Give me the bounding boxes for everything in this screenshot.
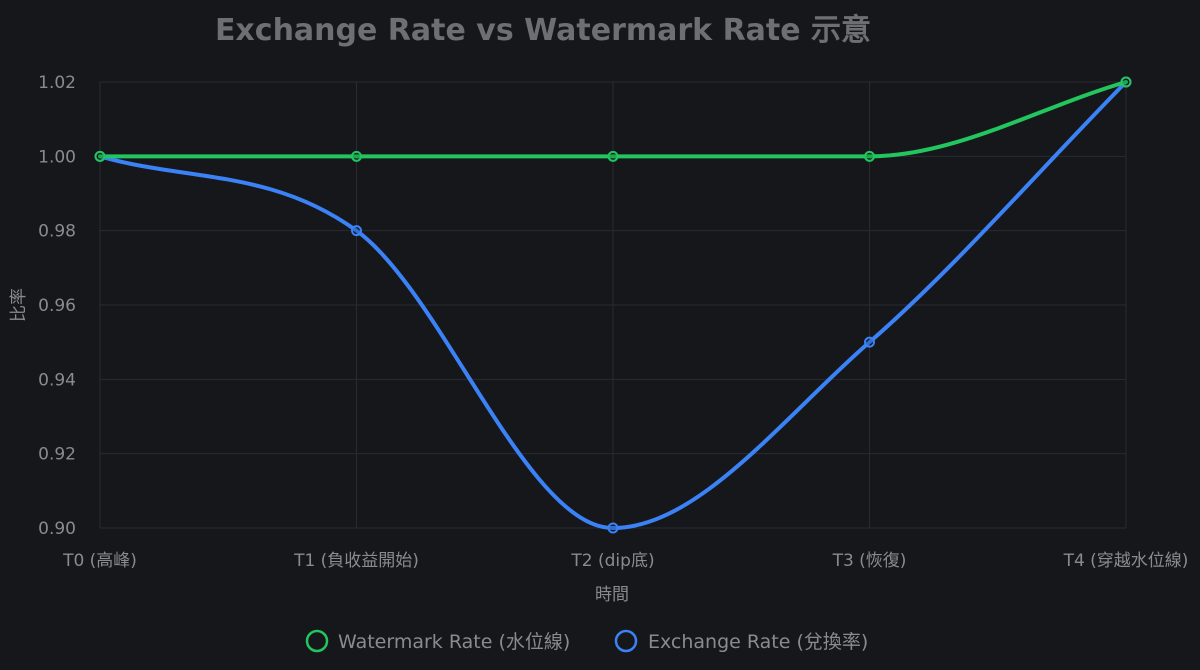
series-line — [98, 80, 1128, 530]
y-tick-label: 0.92 — [38, 445, 76, 465]
data-point[interactable] — [94, 150, 106, 162]
data-point[interactable] — [607, 150, 619, 162]
series-exchange-rate — [94, 76, 1132, 534]
chart-title: Exchange Rate vs Watermark Rate 示意 — [215, 13, 871, 48]
y-tick-label: 0.96 — [38, 296, 76, 316]
data-point[interactable] — [864, 150, 875, 162]
series-watermark-rate — [94, 76, 1132, 162]
legend-label: Exchange Rate (兌換率) — [648, 631, 868, 653]
grid — [99, 81, 1127, 529]
legend-label: Watermark Rate (水位線) — [338, 631, 570, 653]
data-point[interactable] — [1120, 76, 1132, 88]
x-tick-label: T3 (恢復) — [832, 551, 907, 571]
series-line — [98, 80, 1128, 159]
legend-item[interactable]: Exchange Rate (兌換率) — [614, 629, 868, 653]
data-point[interactable] — [351, 150, 362, 162]
legend-marker — [614, 629, 638, 653]
y-axis-title: 比率 — [9, 288, 29, 322]
x-tick-label: T4 (穿越水位線) — [1063, 551, 1189, 571]
x-axis-title: 時間 — [595, 585, 629, 605]
legend-item[interactable]: Watermark Rate (水位線) — [305, 629, 570, 653]
legend-marker — [305, 629, 329, 653]
y-tick-label: 0.98 — [38, 222, 76, 242]
x-axis-ticks: T0 (高峰) T1 (負收益開始) T2 (dip底) T3 (恢復) T4 (穿越水… — [62, 551, 1188, 571]
y-tick-label: 0.94 — [38, 370, 76, 390]
y-tick-label: 1.02 — [38, 73, 76, 93]
legend: Watermark Rate (水位線) Exchange Rate (兌換率) — [305, 629, 868, 653]
data-point[interactable] — [351, 225, 362, 237]
y-axis-ticks: 0.90 0.92 0.94 0.96 0.98 1.00 1.02 — [38, 73, 76, 539]
y-tick-label: 0.90 — [38, 519, 76, 539]
x-tick-label: T1 (負收益開始) — [293, 551, 419, 571]
data-point[interactable] — [864, 336, 875, 348]
x-tick-label: T2 (dip底) — [570, 551, 654, 571]
y-tick-label: 1.00 — [38, 147, 76, 167]
series-layer — [94, 76, 1132, 534]
data-point[interactable] — [607, 522, 619, 534]
x-tick-label: T0 (高峰) — [62, 551, 137, 571]
